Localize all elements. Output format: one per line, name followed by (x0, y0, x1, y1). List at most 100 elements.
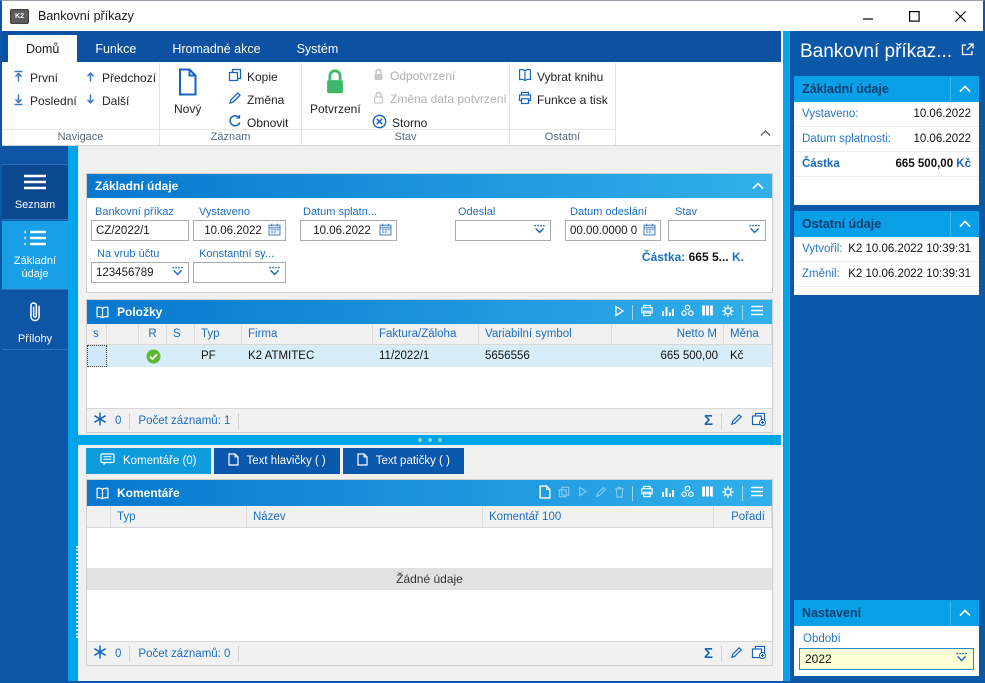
snowflake-filter-icon[interactable] (93, 412, 107, 429)
chart-icon[interactable] (661, 304, 674, 320)
dropdown-icon[interactable] (748, 224, 761, 238)
horizontal-splitter[interactable] (78, 435, 781, 445)
bank-order-field[interactable]: CZ/2022/1 (91, 220, 189, 241)
vertical-splitter-grip[interactable] (76, 546, 78, 638)
due-date-field[interactable]: 10.06.2022 (300, 220, 397, 241)
tab-hromadne-akce[interactable]: Hromadné akce (172, 41, 261, 56)
collapse-chevron-icon[interactable] (959, 217, 971, 231)
col-selector[interactable] (87, 506, 111, 527)
col-typ[interactable]: Typ (111, 506, 247, 527)
status-field[interactable] (668, 220, 766, 241)
edit-icon[interactable] (730, 413, 743, 429)
run-icon[interactable] (613, 304, 625, 320)
copy-add-icon[interactable] (751, 645, 766, 662)
open-external-icon[interactable] (960, 41, 975, 63)
col-nazev[interactable]: Název (247, 506, 483, 527)
new-button[interactable]: Nový (174, 68, 201, 116)
col-faktura[interactable]: Faktura/Záloha (373, 324, 479, 344)
tab-komentare[interactable]: Komentáře (0) (86, 448, 211, 474)
tab-text-hlavicky[interactable]: Text hlavičky ( ) (213, 448, 340, 474)
sent-date-field[interactable]: 00.00.0000 0 (565, 220, 661, 241)
sidebar-item-prilohy[interactable]: Přílohy (2, 291, 68, 350)
related-records-icon[interactable] (681, 485, 694, 501)
edit-icon[interactable] (595, 486, 607, 501)
ribbon-collapse-chevron[interactable] (760, 124, 771, 142)
constant-symbol-field[interactable] (193, 262, 286, 283)
tab-system[interactable]: Systém (296, 41, 339, 56)
print-icon[interactable] (640, 485, 654, 501)
print-icon[interactable] (640, 304, 654, 320)
col-poradi[interactable]: Pořadí (714, 506, 772, 527)
unconfirm-button[interactable]: Odpotvrzení (372, 68, 455, 84)
items-grid-row[interactable]: PF K2 ATMITEC 11/2022/1 5656556 665 500,… (87, 345, 772, 367)
related-records-icon[interactable] (681, 304, 694, 320)
sidebar-item-zakladni-udaje[interactable]: Základní údaje (2, 221, 68, 290)
sent-by-field[interactable] (455, 220, 551, 241)
sidebar-item-seznam[interactable]: Seznam (2, 164, 68, 220)
dropdown-icon[interactable] (533, 224, 546, 238)
new-document-icon (176, 68, 200, 99)
copy-button[interactable]: Kopie (228, 68, 278, 85)
settings-gear-icon[interactable] (721, 304, 735, 321)
dropdown-icon[interactable] (955, 652, 968, 666)
previous-button[interactable]: Předchozí (84, 70, 156, 86)
refresh-button[interactable]: Obnovit (228, 114, 288, 131)
copy-add-icon[interactable] (751, 412, 766, 429)
snowflake-filter-icon[interactable] (93, 645, 107, 662)
first-button[interactable]: První (12, 70, 58, 86)
vertical-splitter-left[interactable] (68, 146, 78, 681)
vertical-splitter-right[interactable] (783, 31, 790, 681)
sum-button[interactable]: Σ (703, 645, 713, 662)
calendar-icon[interactable] (643, 223, 656, 239)
grid-menu-icon[interactable] (750, 486, 764, 500)
calendar-icon[interactable] (268, 223, 281, 239)
select-book-button[interactable]: Vybrat knihu (518, 68, 603, 85)
col-st[interactable]: S (167, 324, 195, 344)
tab-funkce[interactable]: Funkce (95, 41, 137, 56)
columns-icon[interactable] (701, 485, 714, 501)
settings-gear-icon[interactable] (721, 485, 735, 502)
edit-icon[interactable] (730, 646, 743, 662)
calendar-icon[interactable] (379, 223, 392, 239)
next-button[interactable]: Další (84, 93, 129, 109)
debit-account-field[interactable]: 123456789 (91, 262, 189, 283)
unconfirm-label: Odpotvrzení (390, 69, 456, 83)
copy-record-icon[interactable] (558, 486, 570, 501)
col-s[interactable]: s (87, 324, 107, 344)
col-netto[interactable]: Netto M (612, 324, 724, 344)
chart-icon[interactable] (661, 485, 674, 501)
col-selector[interactable] (107, 324, 139, 344)
info-card-other: Ostatní údaje Vytvořil: K2 10.06.2022 10… (794, 211, 979, 295)
close-button[interactable] (937, 1, 983, 31)
col-varsym[interactable]: Variabilní symbol (479, 324, 612, 344)
delete-icon[interactable] (614, 486, 625, 501)
grid-menu-icon[interactable] (750, 305, 764, 319)
collapse-chevron-icon[interactable] (752, 179, 764, 193)
col-typ[interactable]: Typ (195, 324, 242, 344)
columns-icon[interactable] (701, 304, 714, 320)
minimize-button[interactable] (845, 1, 891, 31)
change-button[interactable]: Změna (228, 91, 284, 108)
maximize-button[interactable] (891, 1, 937, 31)
col-r[interactable]: R (139, 324, 167, 344)
dropdown-icon[interactable] (171, 266, 184, 280)
functions-print-button[interactable]: Funkce a tisk (518, 91, 608, 108)
dropdown-icon[interactable] (268, 266, 281, 280)
storno-button[interactable]: Storno (372, 114, 427, 132)
row-selector-cell[interactable] (87, 345, 107, 367)
col-mena[interactable]: Měna (724, 324, 772, 344)
collapse-chevron-icon[interactable] (959, 606, 971, 620)
new-record-icon[interactable] (539, 484, 551, 502)
change-confirm-date-button[interactable]: Změna data potvrzení (372, 91, 507, 107)
confirm-button[interactable]: Potvrzení (310, 68, 361, 116)
period-field[interactable]: 2022 (799, 648, 974, 670)
run-icon[interactable] (577, 486, 588, 500)
last-button[interactable]: Poslední (12, 93, 77, 109)
tab-text-paticky[interactable]: Text patičky ( ) (342, 448, 464, 474)
sum-button[interactable]: Σ (703, 412, 713, 429)
col-komentar[interactable]: Komentář 100 (483, 506, 714, 527)
tab-domu[interactable]: Domů (8, 35, 78, 62)
issued-field[interactable]: 10.06.2022 (193, 220, 286, 241)
collapse-chevron-icon[interactable] (959, 82, 971, 96)
col-firma[interactable]: Firma (242, 324, 373, 344)
